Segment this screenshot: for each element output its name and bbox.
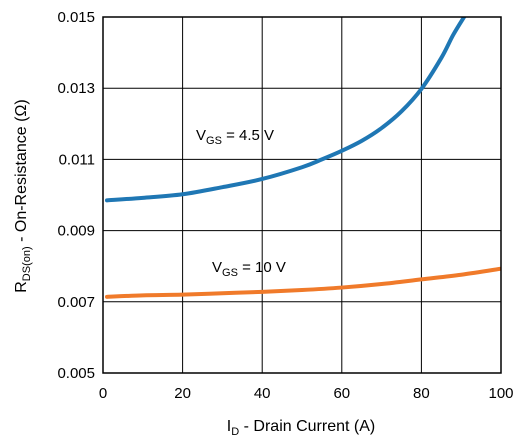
series-line-1 [104,266,501,299]
plot-frame [102,16,502,374]
y-tick-label: 0.005 [57,365,95,382]
series-lines [104,17,501,299]
x-tick-labels: 0 20 40 60 80 100 [99,385,514,402]
series-line-0 [104,17,467,203]
x-axis-label: ID - Drain Current (A) [227,418,375,438]
y-tick-labels: 0.005 0.007 0.009 0.011 0.013 0.015 [57,9,95,382]
x-tick-label: 40 [254,385,271,402]
x-tick-label: 0 [99,385,107,402]
x-tick-label: 60 [333,385,350,402]
x-tick-label: 100 [488,385,513,402]
y-tick-label: 0.011 [59,151,95,168]
y-tick-label: 0.013 [57,80,95,97]
series-label-vgs-4-5: VGS = 4.5 V [196,127,274,147]
series-label-vgs-10: VGS = 10 V [212,259,286,279]
y-axis-label: RDS(on) - On-Resistance (Ω) [13,99,33,293]
x-tick-label: 20 [174,385,191,402]
y-tick-label: 0.007 [57,294,95,311]
y-tick-label: 0.015 [57,9,95,26]
x-tick-label: 80 [413,385,430,402]
y-tick-label: 0.009 [57,223,95,240]
